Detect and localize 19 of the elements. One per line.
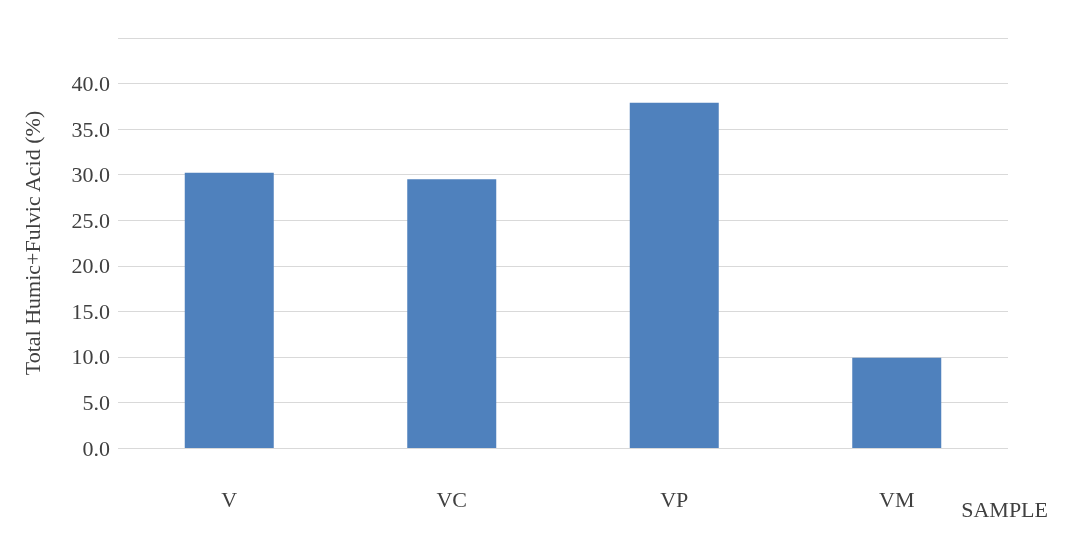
x-axis-title: SAMPLE — [961, 496, 1048, 522]
bar — [852, 357, 942, 448]
bar — [629, 102, 719, 448]
y-tick-label: 40.0 — [71, 71, 110, 97]
y-tick-label: 10.0 — [71, 344, 110, 370]
y-axis-title: Total Humic+Fulvic Acid (%) — [19, 110, 45, 376]
y-tick-label: 25.0 — [71, 207, 110, 233]
y-tick-label: 20.0 — [71, 253, 110, 279]
y-tick-label: 35.0 — [71, 116, 110, 142]
x-tick-label: V — [221, 486, 238, 512]
y-tick-label: 30.0 — [71, 162, 110, 188]
bar — [184, 172, 274, 448]
y-tick-label: 0.0 — [82, 435, 110, 461]
x-tick-label: VC — [436, 486, 468, 512]
x-tick-label: VP — [660, 486, 689, 512]
bar — [407, 179, 497, 448]
y-tick-label: 15.0 — [71, 298, 110, 324]
y-tick-label: 5.0 — [82, 389, 110, 415]
x-tick-label: VM — [879, 486, 915, 512]
